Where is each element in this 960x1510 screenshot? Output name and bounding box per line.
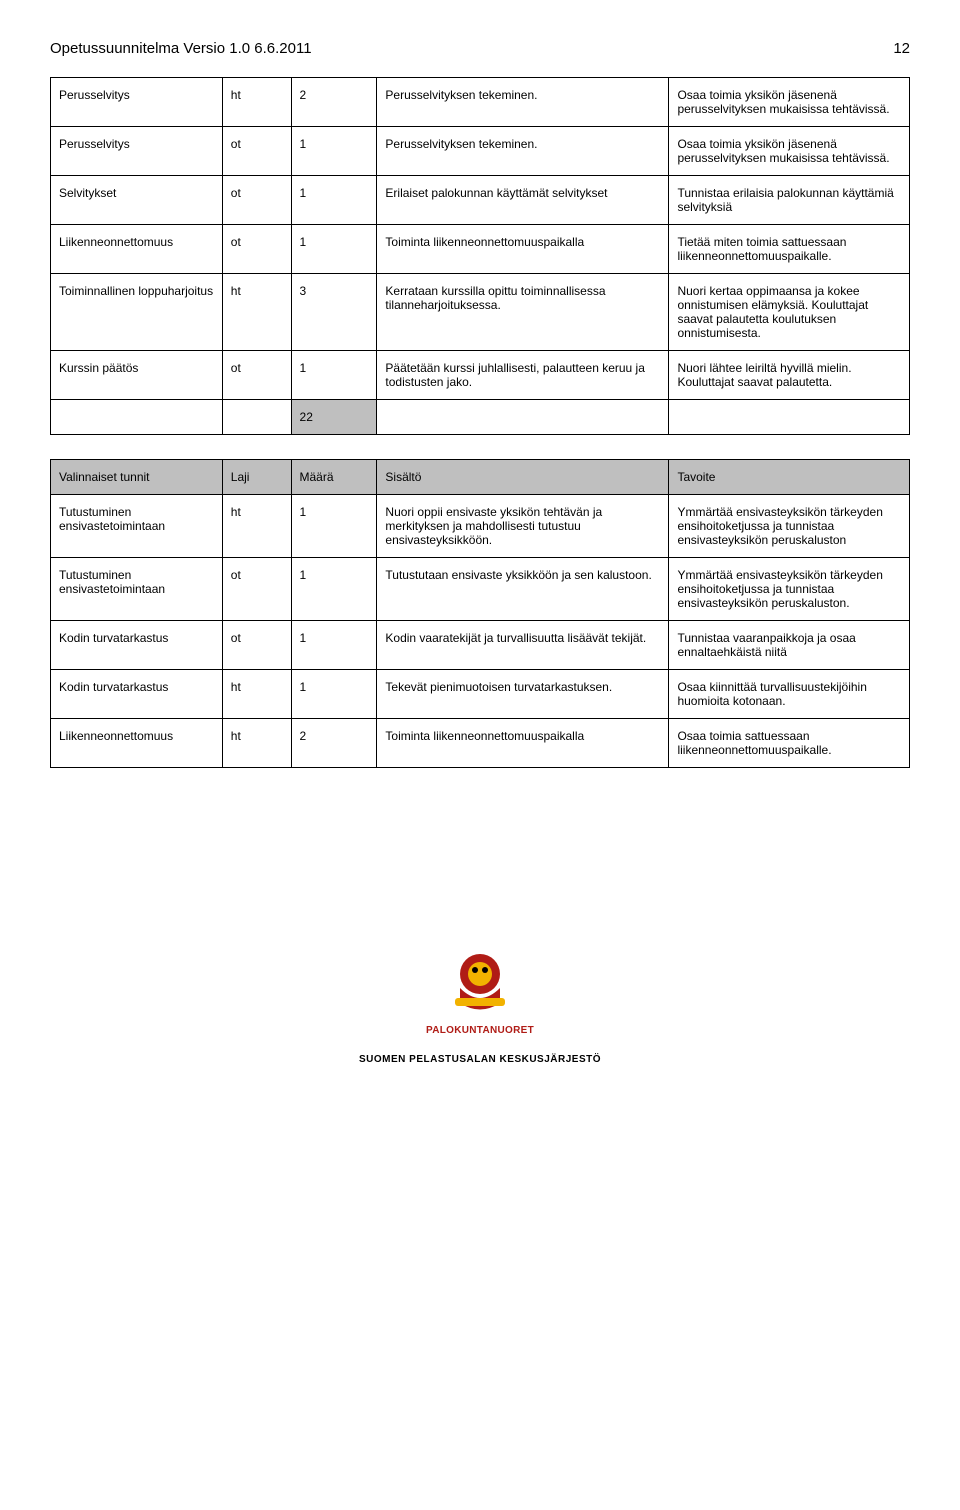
- table-cell: Tunnistaa erilaisia palokunnan käyttämiä…: [669, 176, 910, 225]
- blank-cell: [669, 400, 910, 435]
- table-cell: Tutustuminen ensivastetoimintaan: [51, 558, 223, 621]
- table-cell: Kodin vaaratekijät ja turvallisuutta lis…: [377, 621, 669, 670]
- table-cell: Päätetään kurssi juhlallisesti, palautte…: [377, 351, 669, 400]
- table-cell: ht: [222, 719, 291, 768]
- table-cell: Ymmärtää ensivasteyksikön tärkeyden ensi…: [669, 558, 910, 621]
- table-cell: Perusselvityksen tekeminen.: [377, 127, 669, 176]
- table-cell: ot: [222, 621, 291, 670]
- blank-cell: [51, 400, 223, 435]
- document-header: Opetussuunnitelma Versio 1.0 6.6.2011 12: [50, 40, 910, 57]
- table-cell: Osaa kiinnittää turvallisuustekijöihin h…: [669, 670, 910, 719]
- table-cell: 1: [291, 621, 377, 670]
- page-footer: PALOKUNTANUORET SUOMEN PELASTUSALAN KESK…: [50, 948, 910, 1065]
- table-cell: 1: [291, 670, 377, 719]
- table-cell: Kerrataan kurssilla opittu toiminnallise…: [377, 274, 669, 351]
- table-cell: Tutustutaan ensivaste yksikköön ja sen k…: [377, 558, 669, 621]
- table-cell: Tutustuminen ensivastetoimintaan: [51, 495, 223, 558]
- table-cell: Perusselvitys: [51, 127, 223, 176]
- table-cell: 2: [291, 719, 377, 768]
- table-cell: Tekevät pienimuotoisen turvatarkastuksen…: [377, 670, 669, 719]
- table-cell: Perusselvitys: [51, 78, 223, 127]
- table-cell: ot: [222, 558, 291, 621]
- table-row: Kodin turvatarkastusot1Kodin vaaratekijä…: [51, 621, 910, 670]
- table-row: Toiminnallinen loppuharjoitusht3Kerrataa…: [51, 274, 910, 351]
- table-cell: Osaa toimia sattuessaan liikenneonnettom…: [669, 719, 910, 768]
- table-cell: ht: [222, 670, 291, 719]
- table-cell: Liikenneonnettomuus: [51, 225, 223, 274]
- table-cell: Ymmärtää ensivasteyksikön tärkeyden ensi…: [669, 495, 910, 558]
- table-cell: ht: [222, 274, 291, 351]
- footer-logo: PALOKUNTANUORET: [426, 948, 534, 1036]
- table-cell: 2: [291, 78, 377, 127]
- table-row: Perusselvitysot1Perusselvityksen tekemin…: [51, 127, 910, 176]
- table-cell: 1: [291, 176, 377, 225]
- header-cell: Määrä: [291, 460, 377, 495]
- table-cell: Osaa toimia yksikön jäsenenä perusselvit…: [669, 127, 910, 176]
- document-title: Opetussuunnitelma Versio 1.0 6.6.2011: [50, 40, 312, 57]
- table-row: Kurssin päätösot1Päätetään kurssi juhlal…: [51, 351, 910, 400]
- palokuntanuoret-logo-icon: [445, 948, 515, 1018]
- blank-cell: [222, 400, 291, 435]
- total-row: 22: [51, 400, 910, 435]
- table-cell: Toiminta liikenneonnettomuuspaikalla: [377, 719, 669, 768]
- table-cell: 1: [291, 127, 377, 176]
- table-cell: 1: [291, 225, 377, 274]
- table-row: Kodin turvatarkastusht1Tekevät pienimuot…: [51, 670, 910, 719]
- table-cell: Kurssin päätös: [51, 351, 223, 400]
- table-cell: Selvitykset: [51, 176, 223, 225]
- table-cell: ht: [222, 78, 291, 127]
- table-header-row: Valinnaiset tunnit Laji Määrä Sisältö Ta…: [51, 460, 910, 495]
- table-cell: Toiminta liikenneonnettomuuspaikalla: [377, 225, 669, 274]
- footer-brand: PALOKUNTANUORET: [426, 1025, 534, 1036]
- table-row: Liikenneonnettomuusht2Toiminta liikenneo…: [51, 719, 910, 768]
- header-cell: Laji: [222, 460, 291, 495]
- table-row: Liikenneonnettomuusot1Toiminta liikenneo…: [51, 225, 910, 274]
- table-cell: ot: [222, 225, 291, 274]
- table-row: Selvityksetot1Erilaiset palokunnan käytt…: [51, 176, 910, 225]
- table-cell: 3: [291, 274, 377, 351]
- table-cell: Kodin turvatarkastus: [51, 621, 223, 670]
- total-cell: 22: [291, 400, 377, 435]
- footer-org: SUOMEN PELASTUSALAN KESKUSJÄRJESTÖ: [50, 1054, 910, 1065]
- table-cell: Liikenneonnettomuus: [51, 719, 223, 768]
- table-cell: 1: [291, 558, 377, 621]
- table-cell: ot: [222, 176, 291, 225]
- table-cell: 1: [291, 351, 377, 400]
- table-row: Tutustuminen ensivastetoimintaanht1Nuori…: [51, 495, 910, 558]
- table-cell: Tunnistaa vaaranpaikkoja ja osaa ennalta…: [669, 621, 910, 670]
- header-cell: Tavoite: [669, 460, 910, 495]
- table-cell: Nuori lähtee leiriltä hyvillä mielin. Ko…: [669, 351, 910, 400]
- header-cell: Valinnaiset tunnit: [51, 460, 223, 495]
- table-cell: Nuori oppii ensivaste yksikön tehtävän j…: [377, 495, 669, 558]
- table-cell: 1: [291, 495, 377, 558]
- table-cell: ot: [222, 127, 291, 176]
- table-cell: Kodin turvatarkastus: [51, 670, 223, 719]
- header-cell: Sisältö: [377, 460, 669, 495]
- curriculum-table-optional: Valinnaiset tunnit Laji Määrä Sisältö Ta…: [50, 459, 910, 768]
- curriculum-table-main: Perusselvitysht2Perusselvityksen tekemin…: [50, 77, 910, 435]
- table-cell: ot: [222, 351, 291, 400]
- table-row: Tutustuminen ensivastetoimintaanot1Tutus…: [51, 558, 910, 621]
- table-cell: Nuori kertaa oppimaansa ja kokee onnistu…: [669, 274, 910, 351]
- table-cell: ht: [222, 495, 291, 558]
- page-number: 12: [893, 40, 910, 57]
- table-cell: Toiminnallinen loppuharjoitus: [51, 274, 223, 351]
- table-cell: Osaa toimia yksikön jäsenenä perusselvit…: [669, 78, 910, 127]
- table-cell: Tietää miten toimia sattuessaan liikenne…: [669, 225, 910, 274]
- table-cell: Perusselvityksen tekeminen.: [377, 78, 669, 127]
- blank-cell: [377, 400, 669, 435]
- table-cell: Erilaiset palokunnan käyttämät selvityks…: [377, 176, 669, 225]
- table-row: Perusselvitysht2Perusselvityksen tekemin…: [51, 78, 910, 127]
